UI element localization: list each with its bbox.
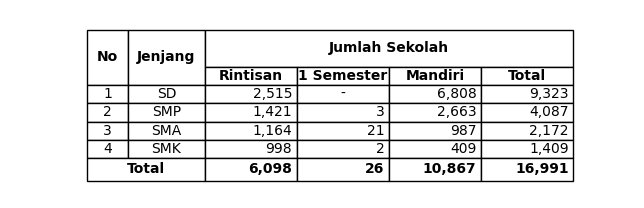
Bar <box>87 103 128 121</box>
Bar <box>205 30 573 67</box>
Text: SMK: SMK <box>151 142 182 156</box>
Bar <box>297 140 389 158</box>
Text: 2: 2 <box>103 105 112 119</box>
Bar <box>481 140 573 158</box>
Text: 21: 21 <box>366 124 384 138</box>
Bar <box>297 121 389 140</box>
Text: 10,867: 10,867 <box>423 162 477 176</box>
Bar <box>87 30 128 85</box>
Bar <box>128 103 205 121</box>
Bar <box>389 121 481 140</box>
Bar <box>128 30 205 85</box>
Text: 1 Semester: 1 Semester <box>298 69 388 83</box>
Bar <box>389 140 481 158</box>
Text: 1,421: 1,421 <box>252 105 292 119</box>
Text: No: No <box>97 50 118 64</box>
Text: 2: 2 <box>375 142 384 156</box>
Text: SMA: SMA <box>151 124 182 138</box>
Bar <box>87 158 205 181</box>
Bar <box>389 67 481 85</box>
Bar <box>205 140 297 158</box>
Text: SD: SD <box>156 87 176 101</box>
Bar <box>389 103 481 121</box>
Bar <box>87 85 128 103</box>
Text: 2,515: 2,515 <box>252 87 292 101</box>
Text: 1: 1 <box>103 87 112 101</box>
Text: Rintisan: Rintisan <box>218 69 283 83</box>
Text: 1,164: 1,164 <box>252 124 292 138</box>
Bar <box>205 121 297 140</box>
Text: 998: 998 <box>265 142 292 156</box>
Bar <box>389 85 481 103</box>
Bar <box>481 67 573 85</box>
Bar <box>87 121 128 140</box>
Bar <box>481 121 573 140</box>
Bar <box>481 103 573 121</box>
Text: 16,991: 16,991 <box>515 162 569 176</box>
Bar <box>297 158 389 181</box>
Bar <box>128 121 205 140</box>
Text: 2,172: 2,172 <box>529 124 569 138</box>
Bar <box>481 158 573 181</box>
Bar <box>205 158 297 181</box>
Bar <box>205 103 297 121</box>
Text: 987: 987 <box>450 124 477 138</box>
Bar <box>128 140 205 158</box>
Text: Total: Total <box>508 69 546 83</box>
Bar <box>297 85 389 103</box>
Bar <box>205 67 297 85</box>
Text: 409: 409 <box>450 142 477 156</box>
Bar <box>389 158 481 181</box>
Text: -: - <box>341 87 345 101</box>
Text: 3: 3 <box>375 105 384 119</box>
Bar <box>128 85 205 103</box>
Bar <box>205 85 297 103</box>
Text: 26: 26 <box>365 162 384 176</box>
Text: Jumlah Sekolah: Jumlah Sekolah <box>329 41 449 55</box>
Text: Jenjang: Jenjang <box>137 50 196 64</box>
Text: 6,098: 6,098 <box>248 162 292 176</box>
Text: Mandiri: Mandiri <box>406 69 465 83</box>
Bar <box>481 85 573 103</box>
Bar <box>297 67 389 85</box>
Text: 1,409: 1,409 <box>529 142 569 156</box>
Text: 4: 4 <box>103 142 112 156</box>
Bar <box>87 140 128 158</box>
Text: 3: 3 <box>103 124 112 138</box>
Text: Total: Total <box>127 162 165 176</box>
Bar <box>297 103 389 121</box>
Text: 4,087: 4,087 <box>529 105 569 119</box>
Text: 6,808: 6,808 <box>437 87 477 101</box>
Text: SMP: SMP <box>152 105 181 119</box>
Text: 2,663: 2,663 <box>437 105 477 119</box>
Text: 9,323: 9,323 <box>529 87 569 101</box>
